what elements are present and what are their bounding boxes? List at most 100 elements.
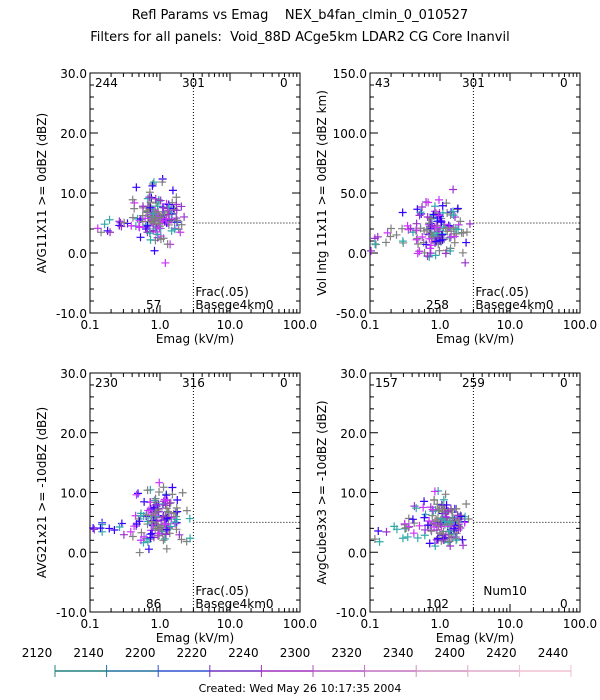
time-tick-label: 2440 <box>538 646 569 660</box>
time-tick-label: 2120 <box>22 646 53 660</box>
time-tick-label: 2400 <box>435 646 466 660</box>
x-tick-label: 100.0 <box>283 318 317 332</box>
annotation-frac: Frac(.05) <box>475 285 528 299</box>
scatter-point <box>442 490 450 498</box>
x-tick-label: 100.0 <box>563 318 597 332</box>
count-bottom-right: 0 <box>560 597 568 611</box>
count-top-left: 230 <box>95 376 118 390</box>
scatter-point <box>120 531 128 539</box>
count-top-right: 0 <box>560 76 568 90</box>
x-tick-label: 1.0 <box>150 617 169 631</box>
scatter-point <box>410 529 418 537</box>
scatter-point <box>169 186 177 194</box>
scatter-point <box>137 233 145 241</box>
scatter-point <box>106 216 114 224</box>
scatter-point <box>160 483 168 491</box>
scatter-point <box>129 533 137 541</box>
count-bottom: 57 <box>146 298 161 312</box>
x-axis-label: Emag (kV/m) <box>436 631 514 645</box>
scatter-point <box>425 253 433 261</box>
x-tick-label: 1.0 <box>430 318 449 332</box>
y-axis-label: AvgCube3x3 >= -10dBZ (dBZ) <box>315 400 329 584</box>
annotation-base: Basege4km0 <box>475 298 553 312</box>
scatter-point <box>451 213 459 221</box>
scatter-point <box>446 542 454 550</box>
x-tick-label: 10.0 <box>217 617 244 631</box>
scatter-point <box>130 205 138 213</box>
scatter-point <box>136 549 144 557</box>
y-tick-label: 10.0 <box>60 187 87 201</box>
y-axis-label: AVG21x21 >= -10dBZ (dBZ) <box>35 407 49 578</box>
scatter-point <box>179 489 187 497</box>
annotation-base: Basege4km0 <box>195 298 273 312</box>
y-tick-label: 30.0 <box>60 367 87 381</box>
scatter-point <box>456 217 464 225</box>
x-tick-label: 100.0 <box>283 617 317 631</box>
scatter-point <box>405 515 413 523</box>
scatter-point <box>372 241 380 249</box>
scatter-point <box>412 504 420 512</box>
scatter-point <box>399 534 407 542</box>
y-tick-label: 0.0 <box>348 546 367 560</box>
time-tick-label: 2300 <box>280 646 311 660</box>
x-tick-label: 10.0 <box>497 318 524 332</box>
y-tick-label: -10.0 <box>56 606 87 620</box>
scatter-point <box>382 238 390 246</box>
scatter-point <box>420 497 428 505</box>
scatter-point <box>132 183 140 191</box>
y-tick-label: 20.0 <box>60 427 87 441</box>
created-timestamp: Created: Wed May 26 10:17:35 2004 <box>0 682 600 695</box>
annotation-frac: Frac(.05) <box>195 584 248 598</box>
scatter-point <box>414 534 422 542</box>
y-tick-label: -50.0 <box>336 307 367 321</box>
y-tick-label: 0.0 <box>348 247 367 261</box>
scatter-point <box>462 500 470 508</box>
scatter-point <box>168 484 176 492</box>
scatter-point <box>409 515 417 523</box>
figure-canvas: 0.1 1.0 10.0 100.0-10.00.010.020.030.0Emag … <box>0 0 600 700</box>
time-tick-label: 2320 <box>331 646 362 660</box>
scatter-point <box>150 178 158 186</box>
scatter-point <box>168 199 176 207</box>
scatter-point <box>172 193 180 201</box>
scatter-point <box>90 525 98 533</box>
scatter-point <box>399 237 407 245</box>
scatter-point <box>462 239 470 247</box>
count-bottom: 258 <box>426 298 449 312</box>
plot-frame <box>90 73 300 313</box>
x-tick-label: 10.0 <box>217 318 244 332</box>
scatter-point <box>413 234 421 242</box>
scatter-point <box>367 247 375 255</box>
time-tick-label: 2220 <box>177 646 208 660</box>
scatter-point <box>463 228 471 236</box>
scatter-point <box>177 536 185 544</box>
scatter-point <box>466 220 474 228</box>
count-top-left: 157 <box>375 376 398 390</box>
count-bottom: 86 <box>146 597 161 611</box>
plot-frame <box>370 73 580 313</box>
x-tick-label: 100.0 <box>563 617 597 631</box>
scatter-point <box>459 249 467 257</box>
count-top-center: 316 <box>182 376 205 390</box>
y-axis-label: AVG11X11 >= 0dBZ (dBZ) <box>35 113 49 273</box>
y-tick-label: 50.0 <box>340 187 367 201</box>
scatter-point <box>404 533 412 541</box>
scatter-point <box>98 528 106 536</box>
scatter-point <box>147 236 155 244</box>
annotation-num: Num10 <box>483 584 527 598</box>
scatter-point <box>134 489 142 497</box>
y-tick-label: 0.0 <box>68 247 87 261</box>
y-tick-label: -10.0 <box>56 307 87 321</box>
count-top-left: 43 <box>375 76 390 90</box>
count-top-center: 301 <box>182 76 205 90</box>
plot-frame <box>370 373 580 612</box>
count-top-center: 259 <box>462 376 485 390</box>
y-axis-label: Vol Intg 11x11 >= 0dBZ (dBZ km) <box>315 90 329 296</box>
scatter-point <box>415 247 423 255</box>
scatter-point <box>155 488 163 496</box>
scatter-point <box>105 524 113 532</box>
y-tick-label: 100.0 <box>333 127 367 141</box>
plot-frame <box>90 373 300 612</box>
scatter-point <box>459 229 467 237</box>
scatter-point <box>150 496 158 504</box>
